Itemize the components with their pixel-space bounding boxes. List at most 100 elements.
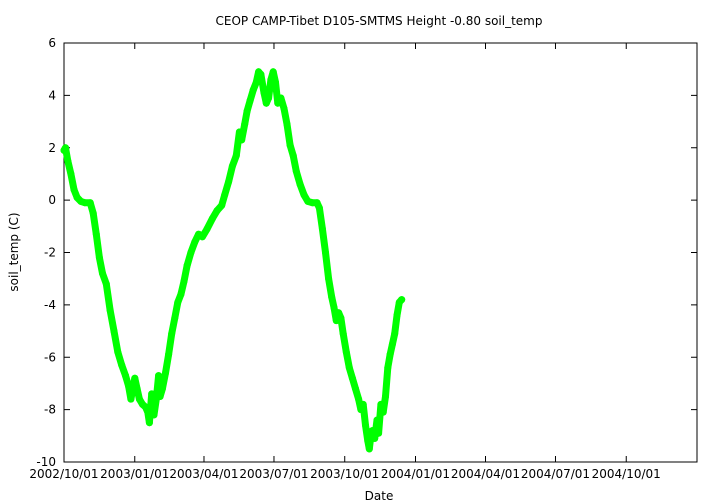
data-point: [106, 306, 114, 314]
data-point: [208, 215, 216, 222]
data-point: [277, 94, 285, 102]
data-point: [135, 395, 143, 403]
data-point: [198, 233, 206, 241]
data-point: [110, 327, 118, 335]
data-point: [286, 141, 294, 149]
data-point: [155, 372, 163, 380]
data-point: [335, 309, 343, 317]
data-point: [257, 70, 265, 78]
data-point: [238, 136, 246, 144]
data-point: [325, 275, 333, 283]
data-point: [330, 304, 338, 311]
x-tick-label: 2004/10/01: [592, 467, 661, 481]
data-point: [64, 157, 72, 165]
data-point: [122, 372, 129, 380]
data-point: [265, 94, 273, 102]
data-point: [177, 290, 185, 298]
data-point: [359, 400, 367, 408]
data-point: [243, 107, 251, 115]
data-point: [352, 385, 359, 393]
data-point: [156, 393, 164, 400]
series-layer: [60, 68, 406, 453]
data-point: [203, 225, 211, 233]
data-point: [70, 186, 78, 194]
data-point: [114, 348, 122, 356]
data-point: [348, 374, 356, 382]
data-point: [260, 89, 268, 97]
data-point: [373, 416, 381, 424]
data-point: [150, 411, 158, 419]
data-point: [148, 390, 156, 398]
y-tick-label: -10: [36, 455, 56, 469]
x-tick-label: 2004/07/01: [521, 467, 590, 481]
x-tick-label: 2003/01/01: [100, 467, 169, 481]
y-tick-label: -2: [44, 246, 56, 260]
data-point: [127, 395, 135, 403]
x-axis-label: Date: [365, 489, 394, 503]
data-point: [318, 225, 326, 233]
data-point: [315, 204, 323, 212]
data-point: [328, 293, 336, 301]
data-point: [393, 311, 401, 319]
data-point: [384, 364, 392, 372]
data-point: [125, 382, 133, 390]
data-point: [99, 269, 106, 277]
data-point: [388, 340, 396, 348]
data-point: [81, 199, 89, 207]
data-point: [144, 408, 152, 416]
data-point: [191, 238, 199, 246]
data-point: [269, 68, 277, 76]
data-point: [252, 78, 260, 86]
chart-title: CEOP CAMP-Tibet D105-SMTMS Height -0.80 …: [216, 14, 543, 28]
y-tick-label: 2: [48, 141, 56, 155]
data-point: [382, 393, 389, 400]
data-point: [241, 120, 249, 128]
data-point: [345, 364, 353, 372]
data-point: [162, 369, 169, 377]
data-point: [95, 254, 103, 262]
data-point: [118, 361, 126, 369]
data-point: [89, 209, 97, 217]
data-point: [313, 199, 321, 207]
data-point: [371, 434, 379, 442]
data-point: [174, 298, 182, 306]
data-point: [62, 144, 69, 152]
data-point: [165, 351, 173, 359]
data-point: [379, 408, 387, 416]
data-point: [272, 78, 279, 86]
x-tick-label: 2003/04/01: [169, 467, 238, 481]
data-point: [280, 105, 288, 112]
data-point: [355, 395, 363, 403]
data-point: [386, 351, 394, 359]
data-point: [249, 86, 257, 94]
y-tick-label: -8: [44, 403, 56, 417]
data-point: [342, 348, 350, 356]
y-tick-label: 6: [48, 36, 56, 50]
data-point: [145, 419, 153, 427]
data-point: [86, 199, 94, 207]
y-tick-label: -4: [44, 298, 56, 312]
data-point: [92, 230, 100, 238]
data-point: [158, 385, 166, 393]
data-point: [228, 162, 236, 170]
data-point: [365, 445, 373, 453]
data-point: [102, 280, 110, 288]
data-point: [246, 97, 254, 105]
data-point: [218, 201, 226, 209]
data-point: [337, 314, 345, 322]
data-point: [180, 277, 188, 285]
data-point: [375, 429, 383, 437]
data-point: [339, 330, 347, 338]
data-point: [235, 128, 243, 136]
data-point: [133, 385, 141, 393]
data-point: [364, 437, 372, 445]
x-tick-label: 2003/10/01: [310, 467, 379, 481]
data-point: [362, 421, 369, 429]
data-point: [168, 330, 176, 338]
series-line: [60, 68, 406, 453]
data-point: [171, 314, 179, 322]
x-tick-label: 2003/07/01: [239, 467, 308, 481]
data-point: [289, 152, 297, 160]
data-point: [300, 191, 308, 199]
